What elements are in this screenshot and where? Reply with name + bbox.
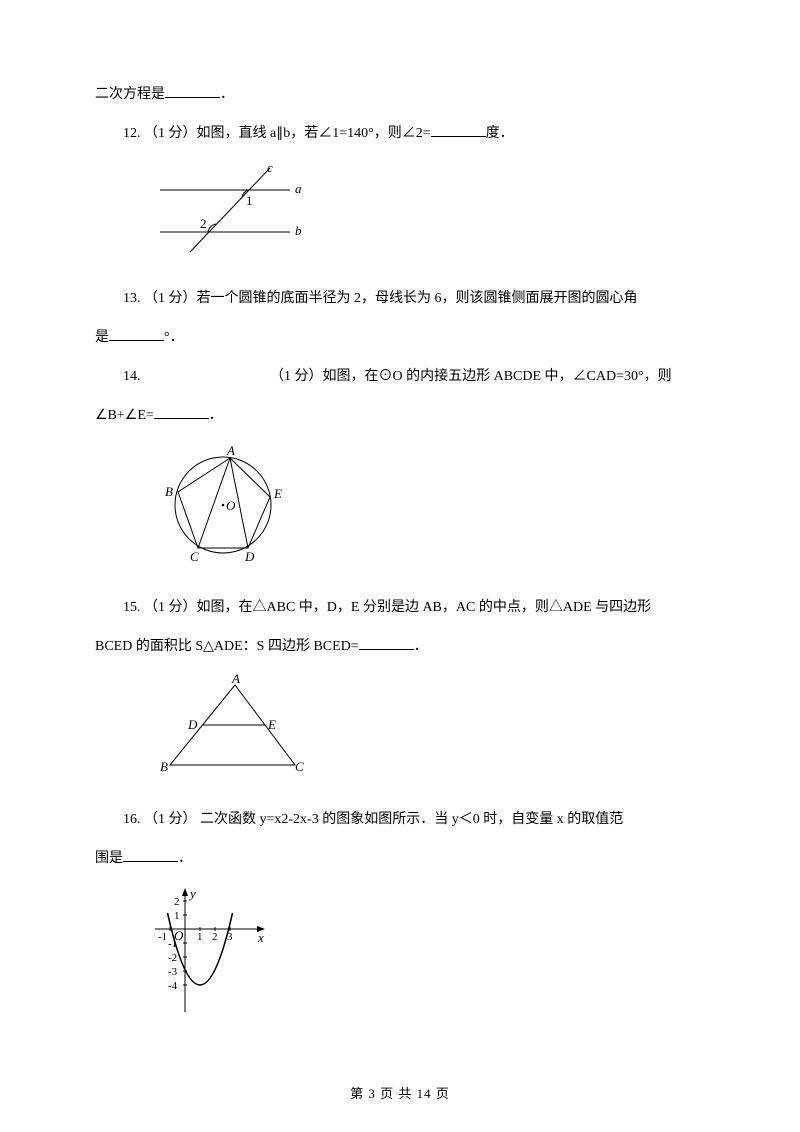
figure-14: A B C D E O: [150, 442, 705, 580]
q16-num: 16.: [123, 812, 144, 827]
q12: 12. （1 分）如图，直线 a∥b，若∠1=140°，则∠2= 度．: [95, 119, 705, 150]
q15-num: 15.: [123, 600, 144, 615]
q14-line2: ∠B+∠E= ．: [95, 401, 705, 432]
label-E2: E: [267, 717, 276, 732]
figure-12: a b c 1 2: [150, 160, 705, 271]
label-A: A: [226, 443, 235, 458]
label-B: B: [165, 484, 173, 499]
label-y2: 2: [174, 896, 180, 908]
q12-t2: 度．: [486, 126, 514, 141]
q11-blank: [165, 83, 220, 98]
q11-tail: 二次方程是 ．: [95, 80, 705, 111]
label-E: E: [273, 486, 282, 501]
q16-t1: 二次函数 y=x2-2x-3 的图象如图所示．当 y＜0 时，自变量 x 的取值…: [200, 812, 623, 827]
q16-line2: 围是 ．: [95, 844, 705, 875]
q15-t3: ．: [414, 639, 428, 654]
q14-t3: ．: [209, 408, 223, 423]
q13-line2: 是 °．: [95, 323, 705, 354]
q12-pts: （1 分）: [144, 126, 197, 141]
q16-line1: 16. （1 分） 二次函数 y=x2-2x-3 的图象如图所示．当 y＜0 时…: [95, 805, 705, 836]
q15-t2: BCED 的面积比 S△ADE：S 四边形 BCED=: [95, 639, 359, 654]
q13-num: 13.: [123, 291, 144, 306]
q14-pts: （1 分）: [270, 369, 323, 384]
q13-pts: （1 分）: [144, 291, 197, 306]
q15-line1: 15. （1 分）如图，在△ABC 中，D，E 分别是边 AB，AC 的中点，则…: [95, 593, 705, 624]
label-1: 1: [246, 193, 253, 208]
label-n1: -1: [158, 931, 167, 943]
q15-t1: 如图，在△ABC 中，D，E 分别是边 AB，AC 的中点，则△ADE 与四边形: [197, 600, 652, 615]
label-y1: 1: [174, 910, 180, 922]
figure-15: A B C D E: [150, 673, 705, 791]
label-D: D: [244, 549, 255, 564]
label-c: c: [267, 160, 273, 175]
q13-t1: 若一个圆锥的底面半径为 2，母线长为 6，则该圆锥侧面展开图的圆心角: [197, 291, 638, 306]
q12-num: 12.: [123, 126, 144, 141]
label-C2: C: [295, 759, 304, 774]
q14-blank: [154, 404, 209, 419]
q13-t3: °．: [164, 330, 184, 345]
q13-line1: 13. （1 分）若一个圆锥的底面半径为 2，母线长为 6，则该圆锥侧面展开图的…: [95, 284, 705, 315]
q14-t1: 如图，在⊙O 的内接五边形 ABCDE 中，∠CAD=30°，则: [323, 369, 672, 384]
q16-t2: 围是: [95, 851, 123, 866]
label-yn4: -4: [168, 980, 178, 992]
label-x: x: [257, 930, 264, 945]
label-C: C: [190, 549, 199, 564]
q12-t1: 如图，直线 a∥b，若∠1=140°，则∠2=: [197, 126, 431, 141]
figure-16: y x O -1 1 2 3 1 2 -1 -2 -3 -4: [150, 884, 705, 1032]
q12-blank: [431, 122, 486, 137]
page-content: 二次方程是． 12. （1 分）如图，直线 a∥b，若∠1=140°，则∠2=度…: [0, 0, 800, 1086]
label-b: b: [295, 223, 302, 238]
q14-line1: 14. （1 分）如图，在⊙O 的内接五边形 ABCDE 中，∠CAD=30°，…: [95, 362, 705, 393]
label-yn1: -1: [168, 938, 177, 950]
label-p2: 2: [212, 931, 218, 943]
label-O: O: [226, 498, 236, 513]
label-yn2: -2: [168, 952, 177, 964]
q13-blank: [109, 326, 164, 341]
q16-t3: ．: [178, 851, 192, 866]
label-B2: B: [160, 759, 168, 774]
q11-period: ．: [220, 87, 234, 102]
q11-text: 二次方程是: [95, 87, 165, 102]
label-D2: D: [187, 717, 198, 732]
q14-t2: ∠B+∠E=: [95, 408, 154, 423]
q15-line2: BCED 的面积比 S△ADE：S 四边形 BCED= ．: [95, 632, 705, 663]
q16-pts: （1 分）: [144, 812, 200, 827]
label-p1: 1: [197, 931, 203, 943]
label-2: 2: [200, 216, 207, 231]
label-yn3: -3: [168, 966, 178, 978]
label-y: y: [188, 886, 196, 901]
q14-num: 14.: [123, 369, 144, 384]
q13-t2: 是: [95, 330, 109, 345]
label-a: a: [295, 181, 302, 196]
q15-blank: [359, 635, 414, 650]
label-A2: A: [231, 673, 240, 686]
page-footer: 第 3 页 共 14 页: [0, 1083, 800, 1102]
q15-pts: （1 分）: [144, 600, 197, 615]
label-p3: 3: [227, 931, 233, 943]
q16-blank: [123, 847, 178, 862]
